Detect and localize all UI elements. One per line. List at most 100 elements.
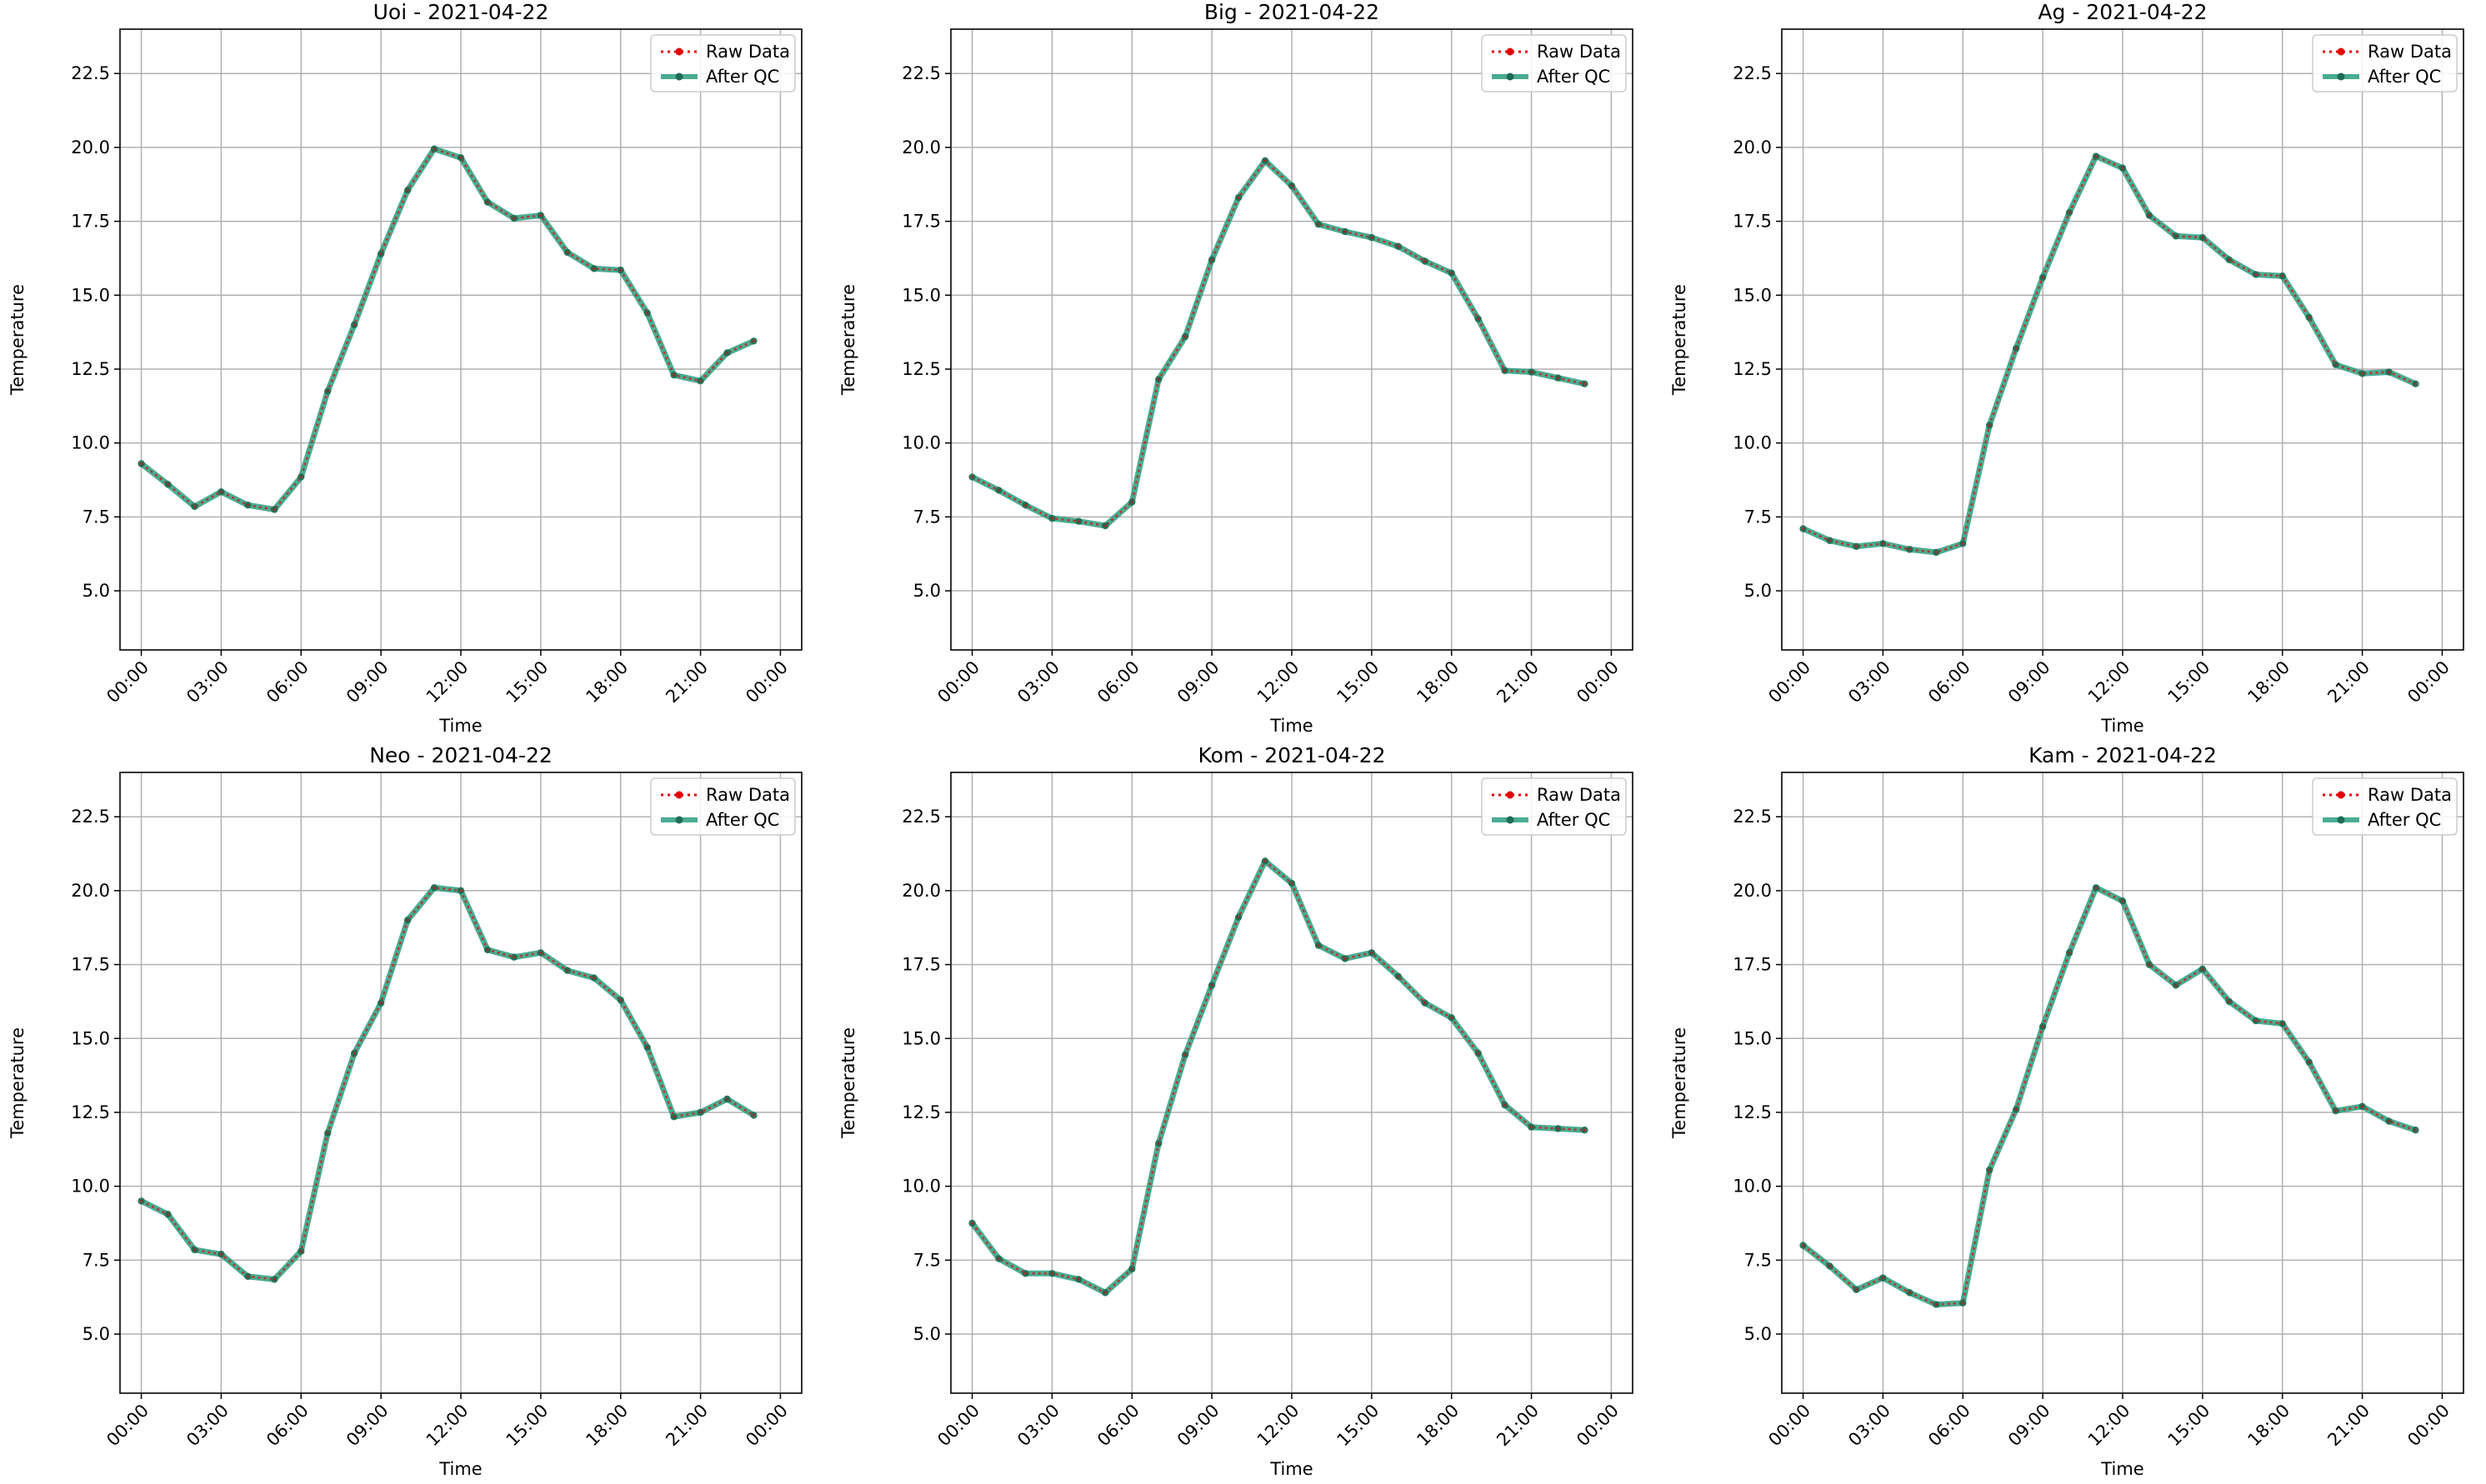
x-tick-label: 12:00 [423, 1401, 473, 1451]
raw-data-point [2094, 154, 2098, 158]
y-tick-label: 7.5 [913, 507, 941, 527]
y-tick-label: 5.0 [83, 581, 110, 601]
y-tick-label: 5.0 [913, 1324, 941, 1344]
raw-data-point [2387, 370, 2391, 374]
legend-qc-marker [2337, 816, 2345, 824]
x-tick-label: 12:00 [1253, 1401, 1303, 1451]
raw-data-point [2201, 236, 2204, 239]
raw-data-point [139, 462, 143, 466]
after-qc-series-line [971, 157, 1586, 529]
y-tick-label: 15.0 [902, 285, 941, 305]
raw-data-point [1237, 196, 1240, 199]
x-tick-label: 21:00 [2323, 657, 2373, 707]
raw-data-point [1908, 1291, 1911, 1294]
after-qc-series-line [969, 857, 1585, 1296]
legend: Raw Data After QC [650, 777, 796, 836]
x-tick-label: 09:00 [2004, 657, 2054, 707]
x-tick-label: 18:00 [2243, 1401, 2293, 1451]
y-tick-label: 22.5 [1733, 807, 1772, 827]
raw-data-point [1450, 1016, 1453, 1020]
raw-data-point [433, 147, 436, 151]
legend-raw-label: Raw Data [1537, 42, 1621, 62]
x-tick-label: 03:00 [183, 1401, 233, 1451]
y-tick-label: 10.0 [1733, 1177, 1772, 1197]
raw-data-point [1988, 1168, 1991, 1172]
legend: Raw Data After QC [2312, 34, 2458, 92]
raw-data-point [970, 1222, 974, 1225]
raw-data-point [539, 213, 543, 217]
raw-data-point [1103, 524, 1107, 527]
raw-data-point [1023, 1272, 1028, 1275]
x-tick-label: 03:00 [1013, 657, 1063, 707]
raw-data-point [193, 505, 197, 508]
raw-data-point [2254, 272, 2258, 277]
after-qc-series-line [140, 884, 756, 1282]
raw-data-point [1908, 547, 1911, 551]
raw-data-point [1423, 259, 1427, 263]
raw-data-point [566, 969, 569, 972]
y-tick-label: 22.5 [71, 63, 110, 83]
subplot-title: Ag - 2021-04-22 [2038, 0, 2207, 24]
raw-data-point [1263, 859, 1267, 863]
x-axis-label: Time [438, 716, 482, 736]
raw-data-point [1961, 1302, 1964, 1305]
y-tick-label: 22.5 [71, 807, 110, 827]
raw-data-point [725, 1097, 729, 1101]
x-tick-label: 00:00 [742, 657, 792, 707]
after-qc-series-line [139, 146, 755, 512]
subplot-3: 5.0 7.5 10.0 12.5 15.0 17.5 20.0 22.5 00:00 03:00… [1669, 0, 2464, 736]
raw-data-point [2360, 372, 2364, 375]
x-tick-label: 00:00 [103, 1401, 153, 1451]
raw-data-point [646, 1046, 649, 1049]
subplot-title: Big - 2021-04-22 [1204, 0, 1379, 24]
y-tick-label: 12.5 [1733, 1102, 1772, 1122]
raw-data-point [1397, 245, 1400, 248]
raw-data-point [379, 252, 383, 256]
y-tick-label: 5.0 [913, 581, 941, 601]
raw-data-point [513, 956, 516, 959]
raw-data-point [1961, 542, 1964, 545]
x-tick-label: 09:00 [2004, 1401, 2054, 1451]
raw-data-point [1988, 423, 1991, 427]
raw-data-point [1854, 1288, 1858, 1292]
legend-qc-marker [675, 816, 683, 824]
legend-qc-label: After QC [1537, 810, 1610, 830]
x-tick-label: 09:00 [343, 1401, 393, 1451]
raw-data-point [1237, 916, 1240, 919]
y-tick-label: 15.0 [71, 285, 110, 305]
y-tick-label: 20.0 [902, 137, 941, 157]
raw-data-point [2174, 234, 2178, 237]
raw-data-point [486, 200, 489, 204]
raw-data-point [246, 1275, 249, 1278]
raw-data-point [593, 976, 596, 980]
y-axis-label: Temperature [838, 1027, 858, 1139]
raw-data-point [997, 1257, 1001, 1261]
y-axis-label: Temperature [1669, 1027, 1689, 1139]
legend-qc-marker [1506, 72, 1514, 81]
legend: Raw Data After QC [2312, 777, 2458, 836]
x-tick-label: 00:00 [933, 657, 983, 707]
raw-data-point [513, 217, 516, 220]
raw-data-point [1881, 542, 1885, 545]
raw-data-point [2041, 1025, 2044, 1028]
legend-raw-marker [675, 791, 683, 799]
y-tick-label: 17.5 [902, 212, 941, 232]
raw-data-point [353, 1052, 356, 1055]
subplot-1: 5.0 7.5 10.0 12.5 15.0 17.5 20.0 22.5 00:00 03:00… [8, 0, 803, 736]
raw-data-point [166, 1212, 170, 1216]
x-tick-label: 00:00 [103, 657, 153, 707]
raw-data-point [2334, 363, 2338, 367]
raw-data-series-line [141, 887, 755, 1281]
y-tick-label: 15.0 [1733, 285, 1772, 305]
x-tick-label: 03:00 [183, 657, 233, 707]
raw-data-point [1529, 370, 1533, 374]
raw-data-point [1801, 527, 1805, 531]
y-tick-label: 10.0 [1733, 433, 1772, 453]
raw-data-point [1583, 382, 1587, 386]
raw-data-point [2387, 1120, 2391, 1123]
legend-qc-label: After QC [2368, 810, 2441, 830]
x-axis-label: Time [1269, 716, 1313, 736]
y-tick-label: 17.5 [902, 955, 941, 975]
raw-data-point [1828, 1264, 1832, 1268]
